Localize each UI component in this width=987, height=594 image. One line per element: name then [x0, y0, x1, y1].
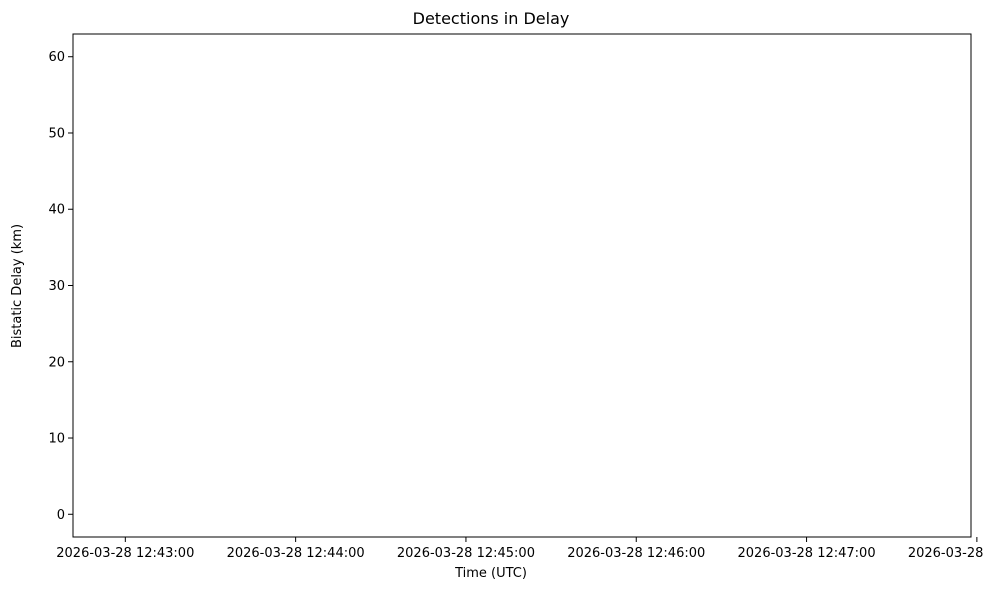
chart-title: Detections in Delay	[413, 9, 570, 28]
y-tick-label: 50	[48, 126, 65, 141]
x-axis: 2026-03-28 12:43:00 2026-03-28 12:44:00 20…	[56, 537, 987, 561]
x-tick-label: 2026-03-28 12:46:00	[567, 546, 705, 561]
x-tick-label: 2026-03-28 12:48:00	[908, 546, 987, 561]
y-tick-label: 20	[48, 355, 65, 370]
x-tick-label: 2026-03-28 12:43:00	[56, 546, 194, 561]
y-tick-label: 10	[48, 432, 65, 447]
y-tick-label: 30	[48, 279, 65, 294]
y-axis: 0 10 20 30 40 50 60	[48, 50, 73, 523]
x-axis-label: Time (UTC)	[454, 566, 527, 581]
y-tick-label: 0	[57, 508, 65, 523]
x-tick-label: 2026-03-28 12:47:00	[738, 546, 876, 561]
y-axis-label: Bistatic Delay (km)	[10, 224, 25, 348]
y-tick-label: 40	[48, 203, 65, 218]
x-tick-label: 2026-03-28 12:45:00	[397, 546, 535, 561]
y-tick-label: 60	[48, 50, 65, 65]
x-tick-label: 2026-03-28 12:44:00	[227, 546, 365, 561]
